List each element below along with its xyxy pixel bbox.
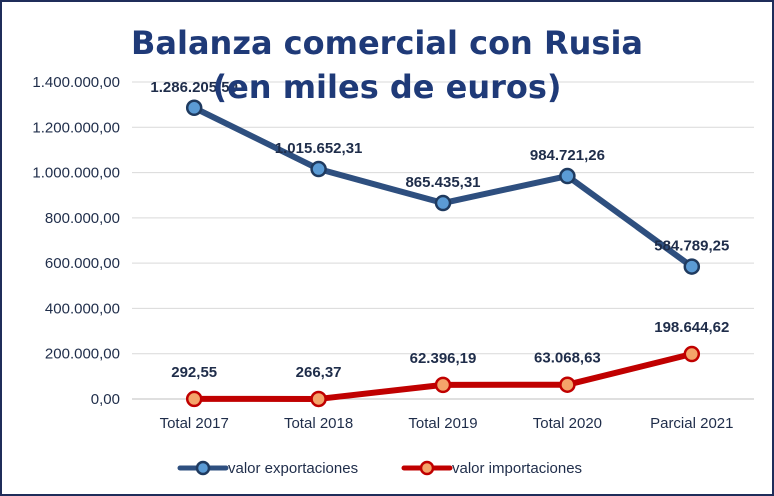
x-tick-label: Parcial 2021: [650, 415, 733, 432]
chart-title-line-2: (en miles de euros): [212, 68, 561, 106]
data-point: [310, 160, 327, 178]
y-tick-label: 1.200.000,00: [32, 119, 120, 136]
series-group: [185, 99, 701, 408]
data-label: 1.286.205,50: [150, 79, 238, 96]
data-label: 584.789,25: [654, 238, 729, 255]
legend-label: valor exportaciones: [228, 460, 358, 477]
legend-swatch-marker: [419, 460, 435, 476]
y-tick-label: 0,00: [91, 391, 120, 408]
y-tick-label: 1.400.000,00: [32, 74, 120, 91]
y-tick-label: 200.000,00: [45, 346, 120, 363]
legend-label: valor importaciones: [452, 460, 582, 477]
data-point: [310, 390, 327, 408]
x-tick-label: Total 2017: [160, 415, 229, 432]
x-tick-label: Total 2018: [284, 415, 353, 432]
data-point: [683, 345, 701, 363]
data-point: [434, 194, 452, 212]
legend: valor exportaciones valor importaciones: [177, 460, 582, 477]
y-tick-label: 400.000,00: [45, 300, 120, 317]
data-point: [185, 390, 203, 408]
chart-title-line-1: Balanza comercial con Rusia: [131, 24, 643, 62]
data-label: 62.396,19: [410, 350, 477, 367]
data-point: [185, 99, 203, 117]
data-label: 292,55: [171, 364, 217, 381]
data-labels: 1.286.205,50 1.015.652,31 865.435,31 984.72…: [150, 79, 729, 381]
data-label: 63.068,63: [534, 350, 601, 367]
y-tick-label: 600.000,00: [45, 255, 120, 272]
data-label: 865.435,31: [405, 174, 480, 191]
y-axis-tick-labels: 0,00 200.000,00 400.000,00 600.000,00 800.00…: [32, 74, 120, 408]
data-point: [559, 376, 576, 393]
data-label: 984.721,26: [530, 147, 605, 164]
x-tick-label: Total 2019: [408, 415, 477, 432]
x-axis-tick-labels: Total 2017 Total 2018 Total 2019 Total 2020…: [160, 415, 734, 432]
y-tick-label: 800.000,00: [45, 210, 120, 227]
data-point: [683, 258, 701, 275]
y-tick-label: 1.000.000,00: [32, 165, 120, 182]
data-label: 266,37: [296, 364, 342, 381]
legend-swatch-marker: [195, 460, 211, 476]
data-point: [559, 167, 576, 185]
data-label: 1.015.652,31: [275, 140, 363, 157]
data-label: 198.644,62: [654, 319, 729, 336]
data-point: [434, 376, 452, 394]
x-tick-label: Total 2020: [533, 415, 602, 432]
